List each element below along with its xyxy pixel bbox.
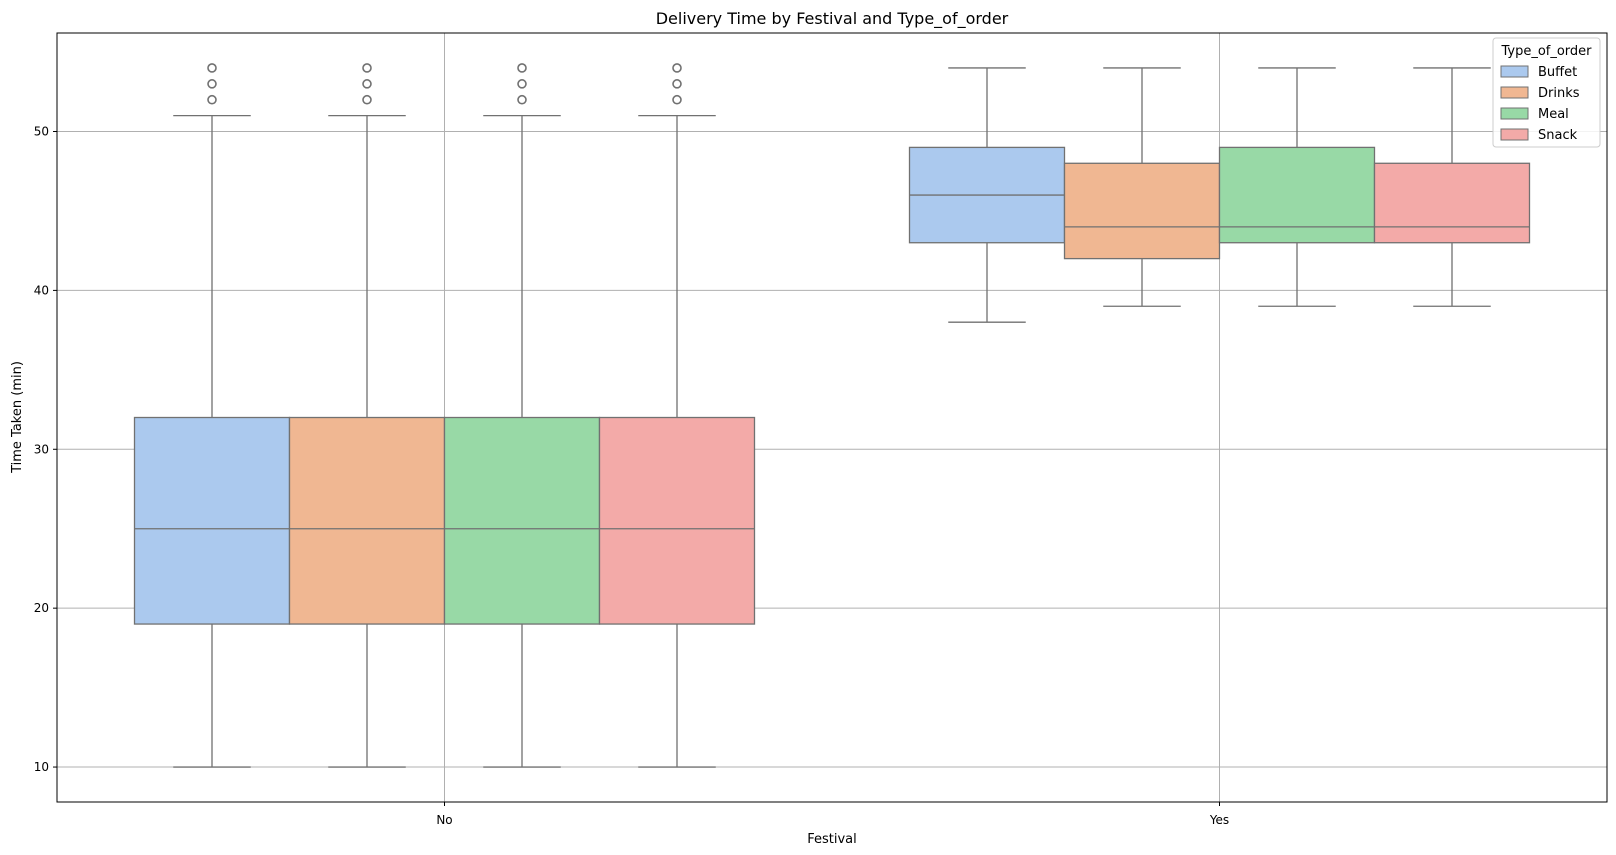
box-snack-no xyxy=(598,63,756,768)
x-axis-label: Festival xyxy=(807,832,857,847)
outlier-point xyxy=(517,79,527,89)
outlier-point xyxy=(672,94,682,105)
y-tick-label: 30 xyxy=(34,442,49,456)
axes: 10 20 30 40 50 No Yes xyxy=(34,125,1229,827)
box-buffet-yes xyxy=(908,67,1066,323)
outlier-point xyxy=(362,94,372,105)
legend-frame xyxy=(1492,37,1601,148)
y-tick-label: 10 xyxy=(34,760,49,774)
outlier-point xyxy=(207,79,217,89)
box-iqr xyxy=(133,416,291,625)
legend-title: Type_of_order xyxy=(1500,44,1592,59)
box-snack-yes xyxy=(1373,67,1531,307)
box-meal-no xyxy=(443,63,601,768)
outlier-point xyxy=(517,63,527,73)
legend: Type_of_order Buffet Drinks Meal Snack xyxy=(1492,37,1601,148)
y-tick-label: 20 xyxy=(34,601,49,615)
box-buffet-no xyxy=(133,63,291,768)
box-meal-yes xyxy=(1218,67,1376,307)
outlier-point xyxy=(207,63,217,73)
legend-swatch xyxy=(1500,65,1529,78)
legend-swatch xyxy=(1500,107,1529,120)
legend-label: Snack xyxy=(1538,128,1578,143)
y-tick-label: 40 xyxy=(34,283,49,297)
box-iqr xyxy=(288,416,446,625)
box-iqr xyxy=(1063,162,1221,260)
legend-label: Meal xyxy=(1538,107,1569,122)
outlier-point xyxy=(672,63,682,73)
box-drinks-yes xyxy=(1063,67,1221,307)
legend-swatch xyxy=(1500,128,1529,141)
y-tick-label: 50 xyxy=(34,125,49,139)
outlier-point xyxy=(362,79,372,89)
outlier-point xyxy=(207,94,217,105)
x-tick-label: No xyxy=(436,813,452,827)
outlier-point xyxy=(517,94,527,105)
box-layer xyxy=(133,63,1531,768)
y-axis-label: Time Taken (min) xyxy=(10,361,25,474)
outlier-point xyxy=(362,63,372,73)
legend-swatch xyxy=(1500,86,1529,99)
box-iqr xyxy=(1373,162,1531,244)
plot-frame xyxy=(56,32,1608,803)
legend-label: Drinks xyxy=(1538,86,1580,101)
outlier-point xyxy=(672,79,682,89)
x-tick-label: Yes xyxy=(1209,813,1229,827)
chart-title: Delivery Time by Festival and Type_of_or… xyxy=(656,9,1009,29)
box-drinks-no xyxy=(288,63,446,768)
box-iqr xyxy=(1218,146,1376,244)
legend-label: Buffet xyxy=(1538,65,1577,80)
box-iqr xyxy=(443,416,601,625)
box-iqr xyxy=(598,416,756,625)
